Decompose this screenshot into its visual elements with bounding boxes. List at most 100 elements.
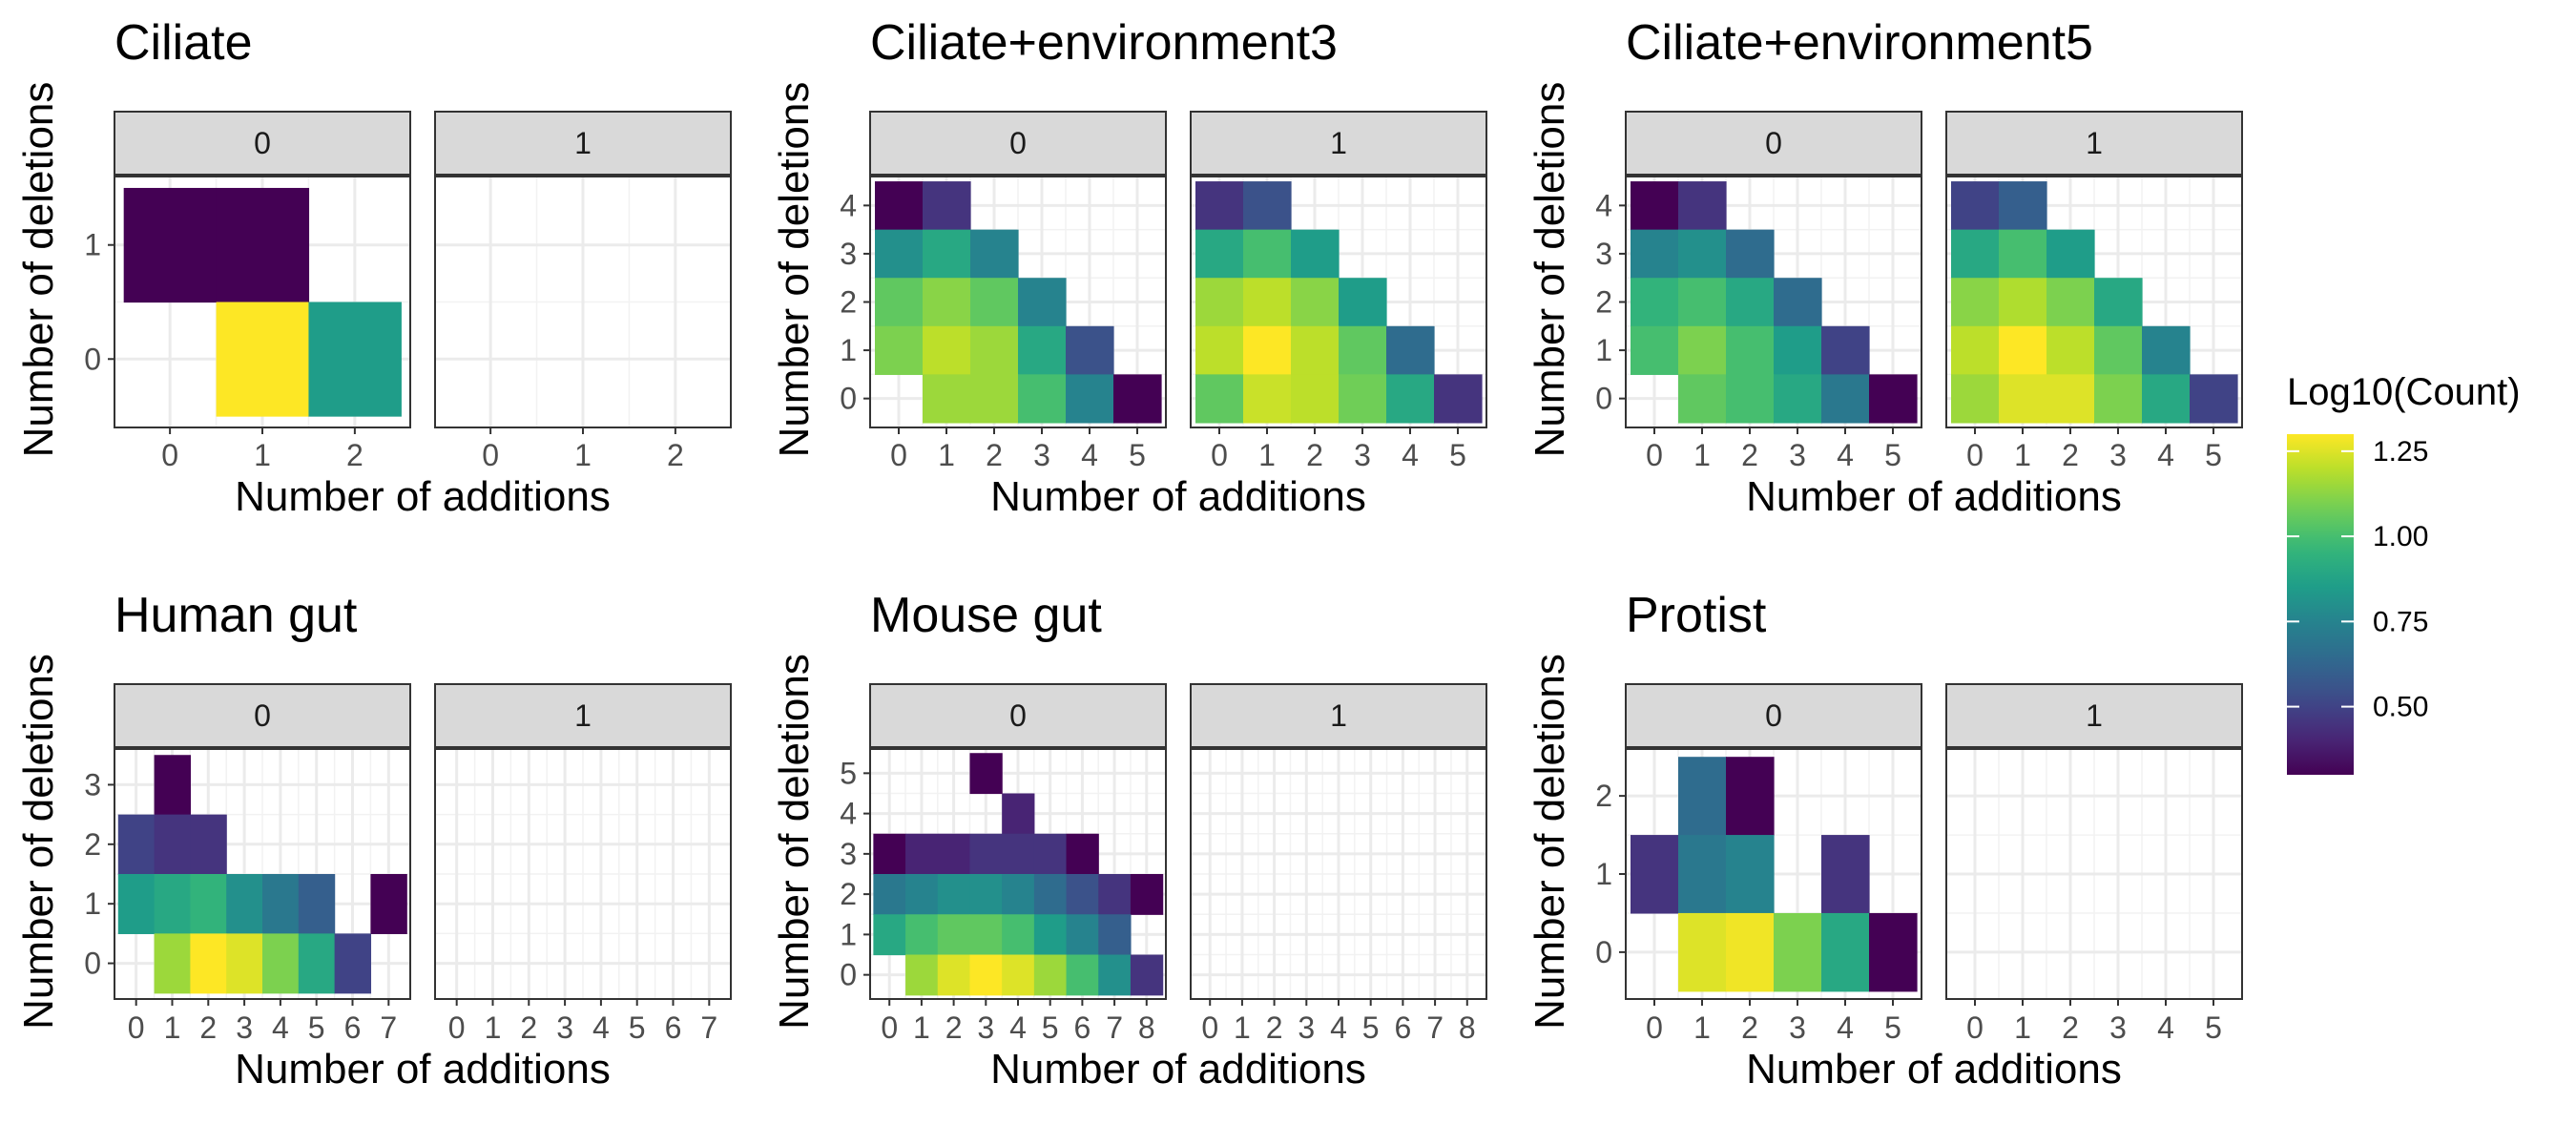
heatmap-cell — [154, 933, 191, 994]
heatmap-cell — [1098, 954, 1132, 996]
heatmap-cell — [2094, 325, 2143, 375]
panel-title: Ciliate — [114, 15, 253, 71]
heatmap-cell — [1631, 278, 1679, 327]
heatmap-cell — [1678, 374, 1727, 424]
heatmap-cell — [298, 874, 336, 934]
y-axis-title: Number of deletions — [771, 82, 818, 458]
x-tick-label: 0 — [1646, 438, 1663, 472]
y-tick-label: 1 — [84, 228, 101, 262]
y-tick-label: 1 — [1595, 333, 1612, 367]
colorbar-tick-label: 1.25 — [2373, 436, 2428, 468]
x-tick-label: 5 — [2205, 438, 2222, 472]
x-tick-label: 4 — [1837, 438, 1854, 472]
y-tick-label: 0 — [84, 947, 101, 981]
y-tick-label: 2 — [84, 827, 101, 862]
heatmap-cell — [1821, 835, 1870, 914]
heatmap-cell — [117, 814, 156, 875]
x-tick-label: 5 — [1884, 438, 1901, 472]
heatmap-cell — [154, 814, 191, 875]
x-tick-label: 1 — [574, 438, 592, 472]
heatmap-cell — [1951, 229, 2000, 279]
heatmap-cell — [154, 755, 191, 816]
heatmap-cell — [1821, 325, 1870, 375]
x-tick-label: 4 — [1009, 1010, 1027, 1045]
heatmap-cell — [1774, 374, 1822, 424]
x-tick-label: 7 — [700, 1010, 717, 1045]
heatmap-cell — [1869, 374, 1918, 424]
facet-strip-label: 1 — [1330, 698, 1347, 733]
x-tick-label: 3 — [1789, 1010, 1806, 1045]
colorbar-legend: Log10(Count) 0.50 0.75 1.00 1.25 — [2287, 371, 2521, 775]
heatmap-cell — [969, 914, 1003, 956]
heatmap-cell — [2190, 374, 2238, 424]
heatmap-cell — [1066, 325, 1114, 375]
colorbar-tick-label: 1.00 — [2373, 521, 2428, 552]
panel-border — [114, 748, 411, 1000]
heatmap-cell — [875, 278, 924, 327]
facet-strip — [1945, 683, 2243, 748]
y-tick-label: 2 — [840, 877, 857, 911]
facet-1: 10 1 2 3 4 5 6 7 — [434, 683, 732, 1045]
x-tick-label: 5 — [308, 1010, 325, 1045]
heatmap-cell — [873, 874, 906, 915]
heatmap-cell — [1631, 229, 1679, 279]
heatmap-cell — [1726, 912, 1775, 992]
y-tick-label: 2 — [1595, 779, 1612, 813]
panel-border — [1190, 176, 1487, 428]
heatmap-cell — [1195, 229, 1244, 279]
heatmap-cell — [1195, 325, 1244, 375]
heatmap-cell — [1066, 874, 1099, 915]
heatmap-cell — [875, 181, 924, 231]
y-axis-title: Number of deletions — [1527, 654, 1573, 1030]
facet-strip-label: 0 — [1765, 698, 1782, 733]
y-tick-label: 1 — [84, 886, 101, 921]
heatmap-cell — [1291, 325, 1340, 375]
facet-strip — [1625, 683, 1922, 748]
heatmap-cell — [1243, 181, 1292, 231]
panel-title: Human gut — [114, 588, 358, 643]
x-tick-label: 0 — [161, 438, 178, 472]
x-tick-label: 8 — [1138, 1010, 1155, 1045]
heatmap-cell — [2142, 325, 2191, 375]
y-axis-title: Number of deletions — [1527, 82, 1573, 458]
heatmap-cell — [923, 278, 971, 327]
x-tick-label: 6 — [1394, 1010, 1411, 1045]
heatmap-cell — [1066, 914, 1099, 956]
panel-title: Mouse gut — [870, 588, 1102, 643]
heatmap-cell — [1678, 835, 1727, 914]
heatmap-cell — [1951, 325, 2000, 375]
heatmap-cell — [123, 187, 218, 303]
heatmap-cell — [923, 325, 971, 375]
facet-strip-label: 0 — [1009, 126, 1027, 160]
heatmap-cell — [1113, 374, 1162, 424]
x-tick-label: 1 — [254, 438, 271, 472]
facet-strip-label: 1 — [574, 698, 592, 733]
x-tick-label: 0 — [448, 1010, 466, 1045]
facet-0: 0 0 1 2 0 1 — [84, 111, 411, 472]
heatmap-cell — [1999, 229, 2047, 279]
heatmap-cell — [2094, 278, 2143, 327]
heatmap-cell — [1033, 914, 1068, 956]
heatmap-cell — [1243, 325, 1292, 375]
x-tick-label: 2 — [2062, 438, 2079, 472]
heatmap-cell — [1018, 374, 1067, 424]
heatmap-cell — [1821, 912, 1870, 992]
y-axis-title: Number of deletions — [15, 654, 62, 1030]
x-tick-label: 2 — [520, 1010, 537, 1045]
x-tick-label: 0 — [881, 1010, 898, 1045]
x-tick-label: 2 — [945, 1010, 963, 1045]
heatmap-cell — [1678, 181, 1727, 231]
x-tick-label: 0 — [890, 438, 907, 472]
x-axis-title: Number of additions — [1746, 473, 2122, 520]
panel-title: Ciliate+environment5 — [1626, 15, 2093, 71]
heatmap-cell — [1631, 181, 1679, 231]
x-tick-label: 2 — [1266, 1010, 1283, 1045]
heatmap-cell — [1002, 793, 1035, 835]
heatmap-cell — [2046, 325, 2095, 375]
x-tick-label: 4 — [592, 1010, 610, 1045]
y-tick-label: 1 — [840, 917, 857, 951]
heatmap-cell — [969, 874, 1003, 915]
